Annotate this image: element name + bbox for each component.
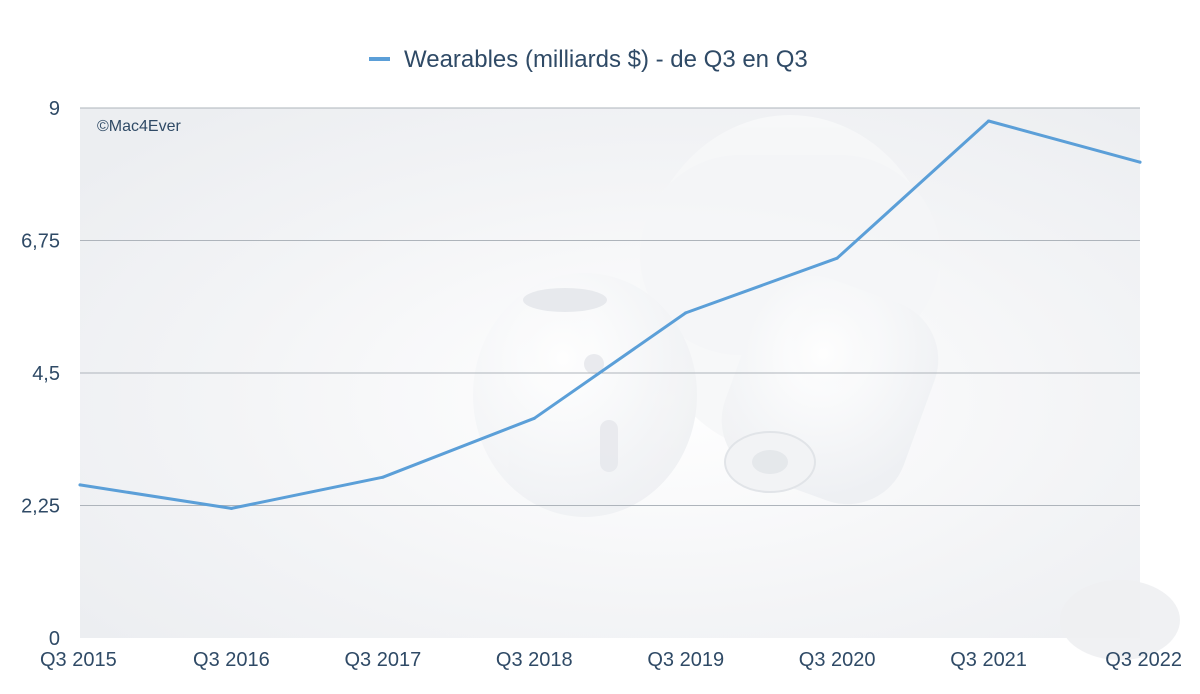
x-tick-label: Q3 2020 <box>799 649 876 671</box>
x-axis: Q3 2015 Q3 2016 Q3 2017 Q3 2018 Q3 2019 Q3 20… <box>40 649 1182 671</box>
data-point <box>229 506 233 510</box>
gridlines <box>80 107 1140 506</box>
watermark: ©Mac4Ever <box>97 118 181 135</box>
data-point <box>987 119 991 123</box>
x-tick-label: Q3 2018 <box>496 649 573 671</box>
y-tick-label: 2,25 <box>21 496 60 518</box>
data-point <box>532 416 536 420</box>
y-tick-label: 0 <box>49 628 60 650</box>
legend-label: Wearables (milliards $) - de Q3 en Q3 <box>404 46 808 73</box>
airpods-background-image <box>473 115 1180 660</box>
series-line <box>78 119 1142 510</box>
y-tick-label: 9 <box>49 98 60 120</box>
data-point <box>78 483 82 487</box>
x-tick-label: Q3 2017 <box>344 649 421 671</box>
x-tick-label: Q3 2021 <box>950 649 1027 671</box>
legend: Wearables (milliards $) - de Q3 en Q3 <box>369 46 808 73</box>
data-point <box>1138 160 1142 164</box>
data-point <box>381 475 385 479</box>
y-tick-label: 6,75 <box>21 231 60 253</box>
x-tick-label: Q3 2016 <box>193 649 270 671</box>
x-tick-label: Q3 2022 <box>1105 649 1182 671</box>
y-tick-label: 4,5 <box>32 363 60 385</box>
y-axis: 0 2,25 4,5 6,75 9 <box>21 98 60 650</box>
series-layer <box>78 119 1142 510</box>
data-point <box>684 311 688 315</box>
x-tick-label: Q3 2019 <box>647 649 724 671</box>
x-tick-label: Q3 2015 <box>40 649 117 671</box>
data-point <box>835 256 839 260</box>
